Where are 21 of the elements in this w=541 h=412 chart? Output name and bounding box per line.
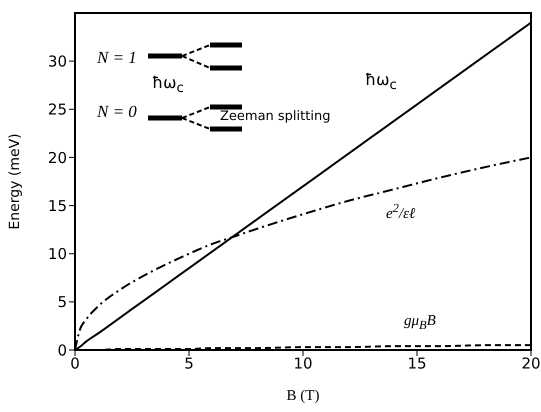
y-tick-label: 20 (48, 148, 67, 167)
annotation: N = 0 (97, 102, 137, 121)
annotation: Zeeman splitting (220, 109, 330, 124)
y-tick-label: 15 (48, 196, 67, 215)
annotation: ħω$_{c}$ (152, 73, 184, 96)
annotation: gμ$_{B}$B (404, 313, 436, 332)
annotation: ħω$_{c}$ (365, 70, 397, 94)
x-tick-label: 0 (70, 354, 80, 373)
y-tick-label: 30 (48, 52, 67, 70)
y-tick-label: 0 (57, 341, 67, 360)
x-tick-label: 20 (521, 354, 541, 373)
annotation: N = 1 (97, 48, 137, 67)
annotation: e$^{2}$/εℓ (386, 201, 416, 222)
x-tick-label: 10 (293, 354, 313, 373)
x-tick-label: 5 (184, 354, 194, 373)
y-tick-label: 25 (48, 100, 67, 119)
x-tick-label: 15 (407, 354, 427, 373)
y-axis-title: Energy (meV) (6, 133, 23, 230)
y-tick-label: 5 (57, 293, 67, 312)
x-axis-title: B (T) (286, 388, 320, 404)
y-tick-label: 10 (48, 245, 67, 264)
